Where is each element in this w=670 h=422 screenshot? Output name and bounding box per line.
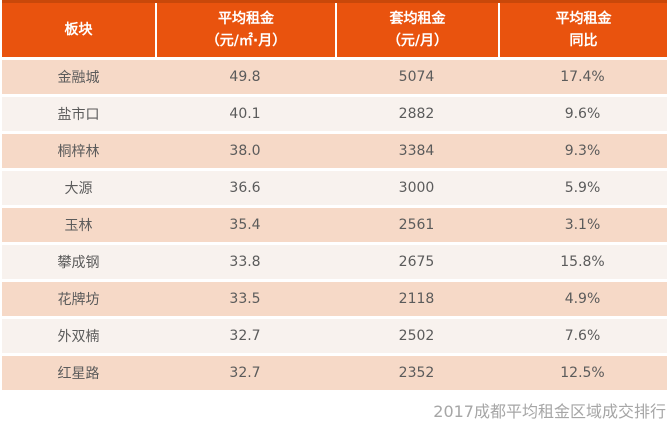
cell-district: 攀成钢 [57,255,100,271]
table-row: 外双楠 32.7 2502 7.6% [2,319,667,353]
table-header-row: 板块 平均租金 （元/㎡·月） 套均租金 （元/月） 平均租金 同比 [2,0,667,57]
table-row: 桐梓林 38.0 3384 9.3% [2,134,667,168]
table-row: 盐市口 40.1 2882 9.6% [2,97,667,131]
cell-yoy: 7.6% [564,328,601,344]
cell-district: 外双楠 [57,329,100,345]
column-header-label: 平均租金 [555,11,612,27]
cell-yoy: 5.9% [564,180,601,196]
cell-district: 大源 [64,181,93,197]
cell-unit-rent: 3000 [398,180,435,196]
column-header-unit-rent: 套均租金 （元/月） [335,3,498,57]
column-header-unit: 同比 [569,33,598,49]
cell-district: 金融城 [57,70,100,86]
cell-yoy: 9.3% [564,143,601,159]
column-header-yoy: 平均租金 同比 [498,3,667,57]
cell-yoy: 4.9% [564,291,601,307]
rent-ranking-table: 板块 平均租金 （元/㎡·月） 套均租金 （元/月） 平均租金 同比 金融城 4… [2,0,667,390]
cell-avg-rent: 33.5 [229,291,261,307]
cell-avg-rent: 35.4 [229,217,261,233]
cell-unit-rent: 2118 [398,291,435,307]
table-row: 大源 36.6 3000 5.9% [2,171,667,205]
cell-yoy: 9.6% [564,106,601,122]
cell-unit-rent: 2675 [398,254,435,270]
cell-unit-rent: 2561 [398,217,435,233]
column-header-district: 板块 [2,3,155,57]
cell-unit-rent: 2352 [398,365,435,381]
cell-avg-rent: 36.6 [229,180,261,196]
cell-unit-rent: 5074 [398,69,435,85]
column-header-avg-rent: 平均租金 （元/㎡·月） [155,3,335,57]
column-header-label: 套均租金 [389,11,446,27]
cell-yoy: 3.1% [564,217,601,233]
cell-avg-rent: 40.1 [229,106,261,122]
cell-unit-rent: 2882 [398,106,435,122]
table-row: 玉林 35.4 2561 3.1% [2,208,667,242]
cell-district: 玉林 [64,218,93,234]
cell-district: 花牌坊 [57,292,100,308]
column-header-label: 板块 [64,22,93,38]
table-row: 红星路 32.7 2352 12.5% [2,356,667,390]
cell-unit-rent: 2502 [398,328,435,344]
cell-district: 盐市口 [57,107,100,123]
table-row: 攀成钢 33.8 2675 15.8% [2,245,667,279]
column-header-label: 平均租金 [218,11,274,27]
table-row: 金融城 49.8 5074 17.4% [2,60,667,94]
table-body: 金融城 49.8 5074 17.4% 盐市口 40.1 2882 9.6% 桐… [2,60,667,390]
cell-avg-rent: 32.7 [229,365,261,381]
cell-district: 桐梓林 [57,144,100,160]
cell-yoy: 15.8% [560,254,605,270]
column-header-unit: （元/月） [386,33,449,49]
cell-yoy: 17.4% [560,69,605,85]
cell-avg-rent: 32.7 [229,328,261,344]
cell-yoy: 12.5% [560,365,605,381]
table-caption: 2017成都平均租金区域成交排行 [433,402,666,421]
cell-unit-rent: 3384 [398,143,435,159]
column-header-unit: （元/㎡·月） [205,33,287,49]
cell-avg-rent: 38.0 [229,143,261,159]
cell-district: 红星路 [57,366,100,382]
table-row: 花牌坊 33.5 2118 4.9% [2,282,667,316]
cell-avg-rent: 49.8 [229,69,261,85]
cell-avg-rent: 33.8 [229,254,261,270]
